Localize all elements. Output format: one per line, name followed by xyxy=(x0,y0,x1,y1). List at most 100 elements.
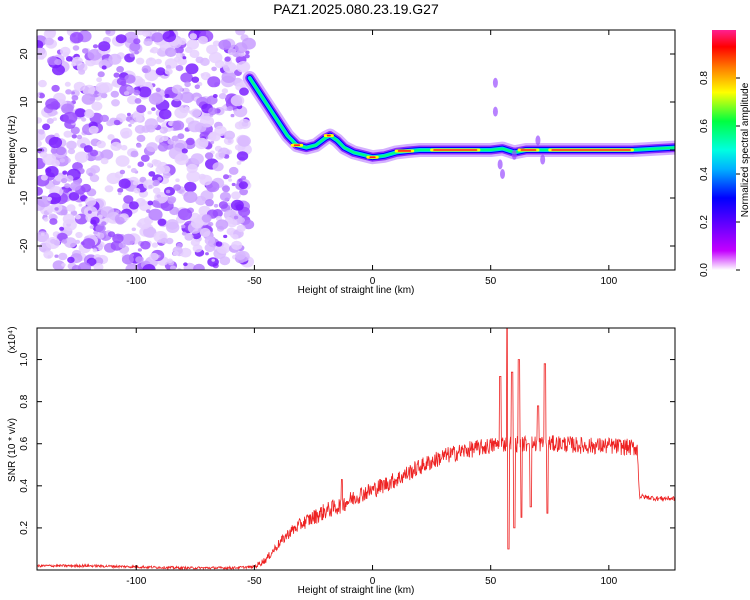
noise-blob xyxy=(38,79,47,88)
noise-blob xyxy=(143,179,156,190)
chart-title: PAZ1.2025.080.23.19.G27 xyxy=(273,1,439,17)
noise-blob xyxy=(110,141,122,151)
noise-blob xyxy=(157,176,162,181)
noise-blob xyxy=(81,117,87,122)
noise-blob xyxy=(155,58,162,65)
noise-blob xyxy=(59,226,65,231)
noise-blob xyxy=(200,73,205,77)
noise-blob xyxy=(153,159,162,167)
noise-blob xyxy=(129,42,141,52)
ridge-disturbance xyxy=(492,106,498,117)
colorbar-tick-label: 0.4 xyxy=(699,167,710,181)
noise-blob xyxy=(133,38,141,45)
noise-blob xyxy=(118,242,126,249)
noise-blob xyxy=(204,236,216,246)
noise-blob xyxy=(236,61,251,73)
noise-blob xyxy=(177,208,193,221)
noise-blob xyxy=(134,98,142,104)
noise-blob xyxy=(165,64,172,70)
noise-blob xyxy=(192,244,203,253)
noise-blob xyxy=(136,104,147,114)
noise-blob xyxy=(39,151,48,158)
noise-blob xyxy=(243,219,255,230)
noise-blob xyxy=(43,250,54,259)
noise-blob xyxy=(141,30,151,37)
noise-blob xyxy=(37,231,49,243)
noise-blob xyxy=(182,56,187,60)
noise-blob xyxy=(78,203,83,207)
noise-blob xyxy=(241,37,256,50)
noise-blob xyxy=(201,214,212,223)
noise-blob xyxy=(165,47,177,57)
noise-blob xyxy=(107,134,115,141)
noise-blob xyxy=(123,91,130,96)
noise-blob xyxy=(62,111,78,124)
noise-blob xyxy=(172,251,179,256)
noise-blob xyxy=(151,32,164,43)
noise-blob xyxy=(128,123,132,127)
noise-blob xyxy=(172,120,185,131)
noise-blob xyxy=(93,263,104,270)
noise-blob xyxy=(38,129,45,135)
noise-blob xyxy=(54,59,62,66)
noise-blob xyxy=(143,226,157,238)
spectral-ridge xyxy=(242,71,675,179)
noise-blob xyxy=(231,182,236,187)
y-tick-label: 0.6 xyxy=(19,436,30,450)
noise-blob xyxy=(180,91,195,104)
noise-blob xyxy=(100,114,109,122)
noise-blob xyxy=(74,108,86,118)
noise-blob xyxy=(151,200,160,207)
noise-blob xyxy=(54,132,60,138)
noise-blob xyxy=(116,66,124,73)
noise-blob xyxy=(62,170,68,175)
noise-blob xyxy=(75,231,83,239)
noise-blob xyxy=(159,126,168,134)
noise-blob xyxy=(88,172,93,177)
noise-blob xyxy=(145,57,157,67)
noise-blob xyxy=(117,187,124,193)
noise-blob xyxy=(183,262,188,267)
noise-blob xyxy=(63,130,73,138)
bottom-y-multiplier: (x10⁴) xyxy=(7,326,18,353)
noise-blob xyxy=(130,253,135,257)
noise-blob xyxy=(115,34,127,44)
noise-blob xyxy=(61,103,74,115)
ridge-disturbance xyxy=(535,135,541,146)
noise-blob xyxy=(100,92,108,99)
noise-blob xyxy=(76,134,83,140)
noise-blob xyxy=(135,256,144,264)
bottom-x-axis: -100 -50 0 50 100 xyxy=(126,328,618,587)
noise-blob xyxy=(101,65,107,70)
noise-blob xyxy=(190,217,204,229)
noise-blob xyxy=(198,36,208,45)
noise-blob xyxy=(148,171,156,177)
noise-blob xyxy=(162,30,176,43)
noise-blob xyxy=(221,88,229,94)
noise-blob xyxy=(151,242,159,248)
noise-blob xyxy=(97,214,103,219)
noise-blob xyxy=(77,262,92,270)
noise-blob xyxy=(189,33,197,40)
y-tick-label: 1.0 xyxy=(19,352,30,366)
noise-blob xyxy=(71,56,83,66)
noise-blob xyxy=(175,65,184,72)
colorbar-gradient xyxy=(712,30,736,270)
noise-blob xyxy=(184,233,194,241)
noise-blob xyxy=(222,185,230,193)
noise-blob xyxy=(96,232,105,239)
noise-blob xyxy=(146,142,159,153)
noise-blob xyxy=(190,153,204,165)
y-tick-label: 20 xyxy=(19,48,30,60)
noise-blob xyxy=(244,54,250,59)
noise-blob xyxy=(82,48,89,54)
noise-blob xyxy=(151,107,156,111)
noise-blob xyxy=(81,183,92,193)
noise-blob xyxy=(90,216,100,225)
noise-blob xyxy=(171,98,182,108)
noise-blob xyxy=(155,166,165,174)
colorbar-tick-label: 0.6 xyxy=(699,119,710,133)
noise-blob xyxy=(112,233,124,244)
